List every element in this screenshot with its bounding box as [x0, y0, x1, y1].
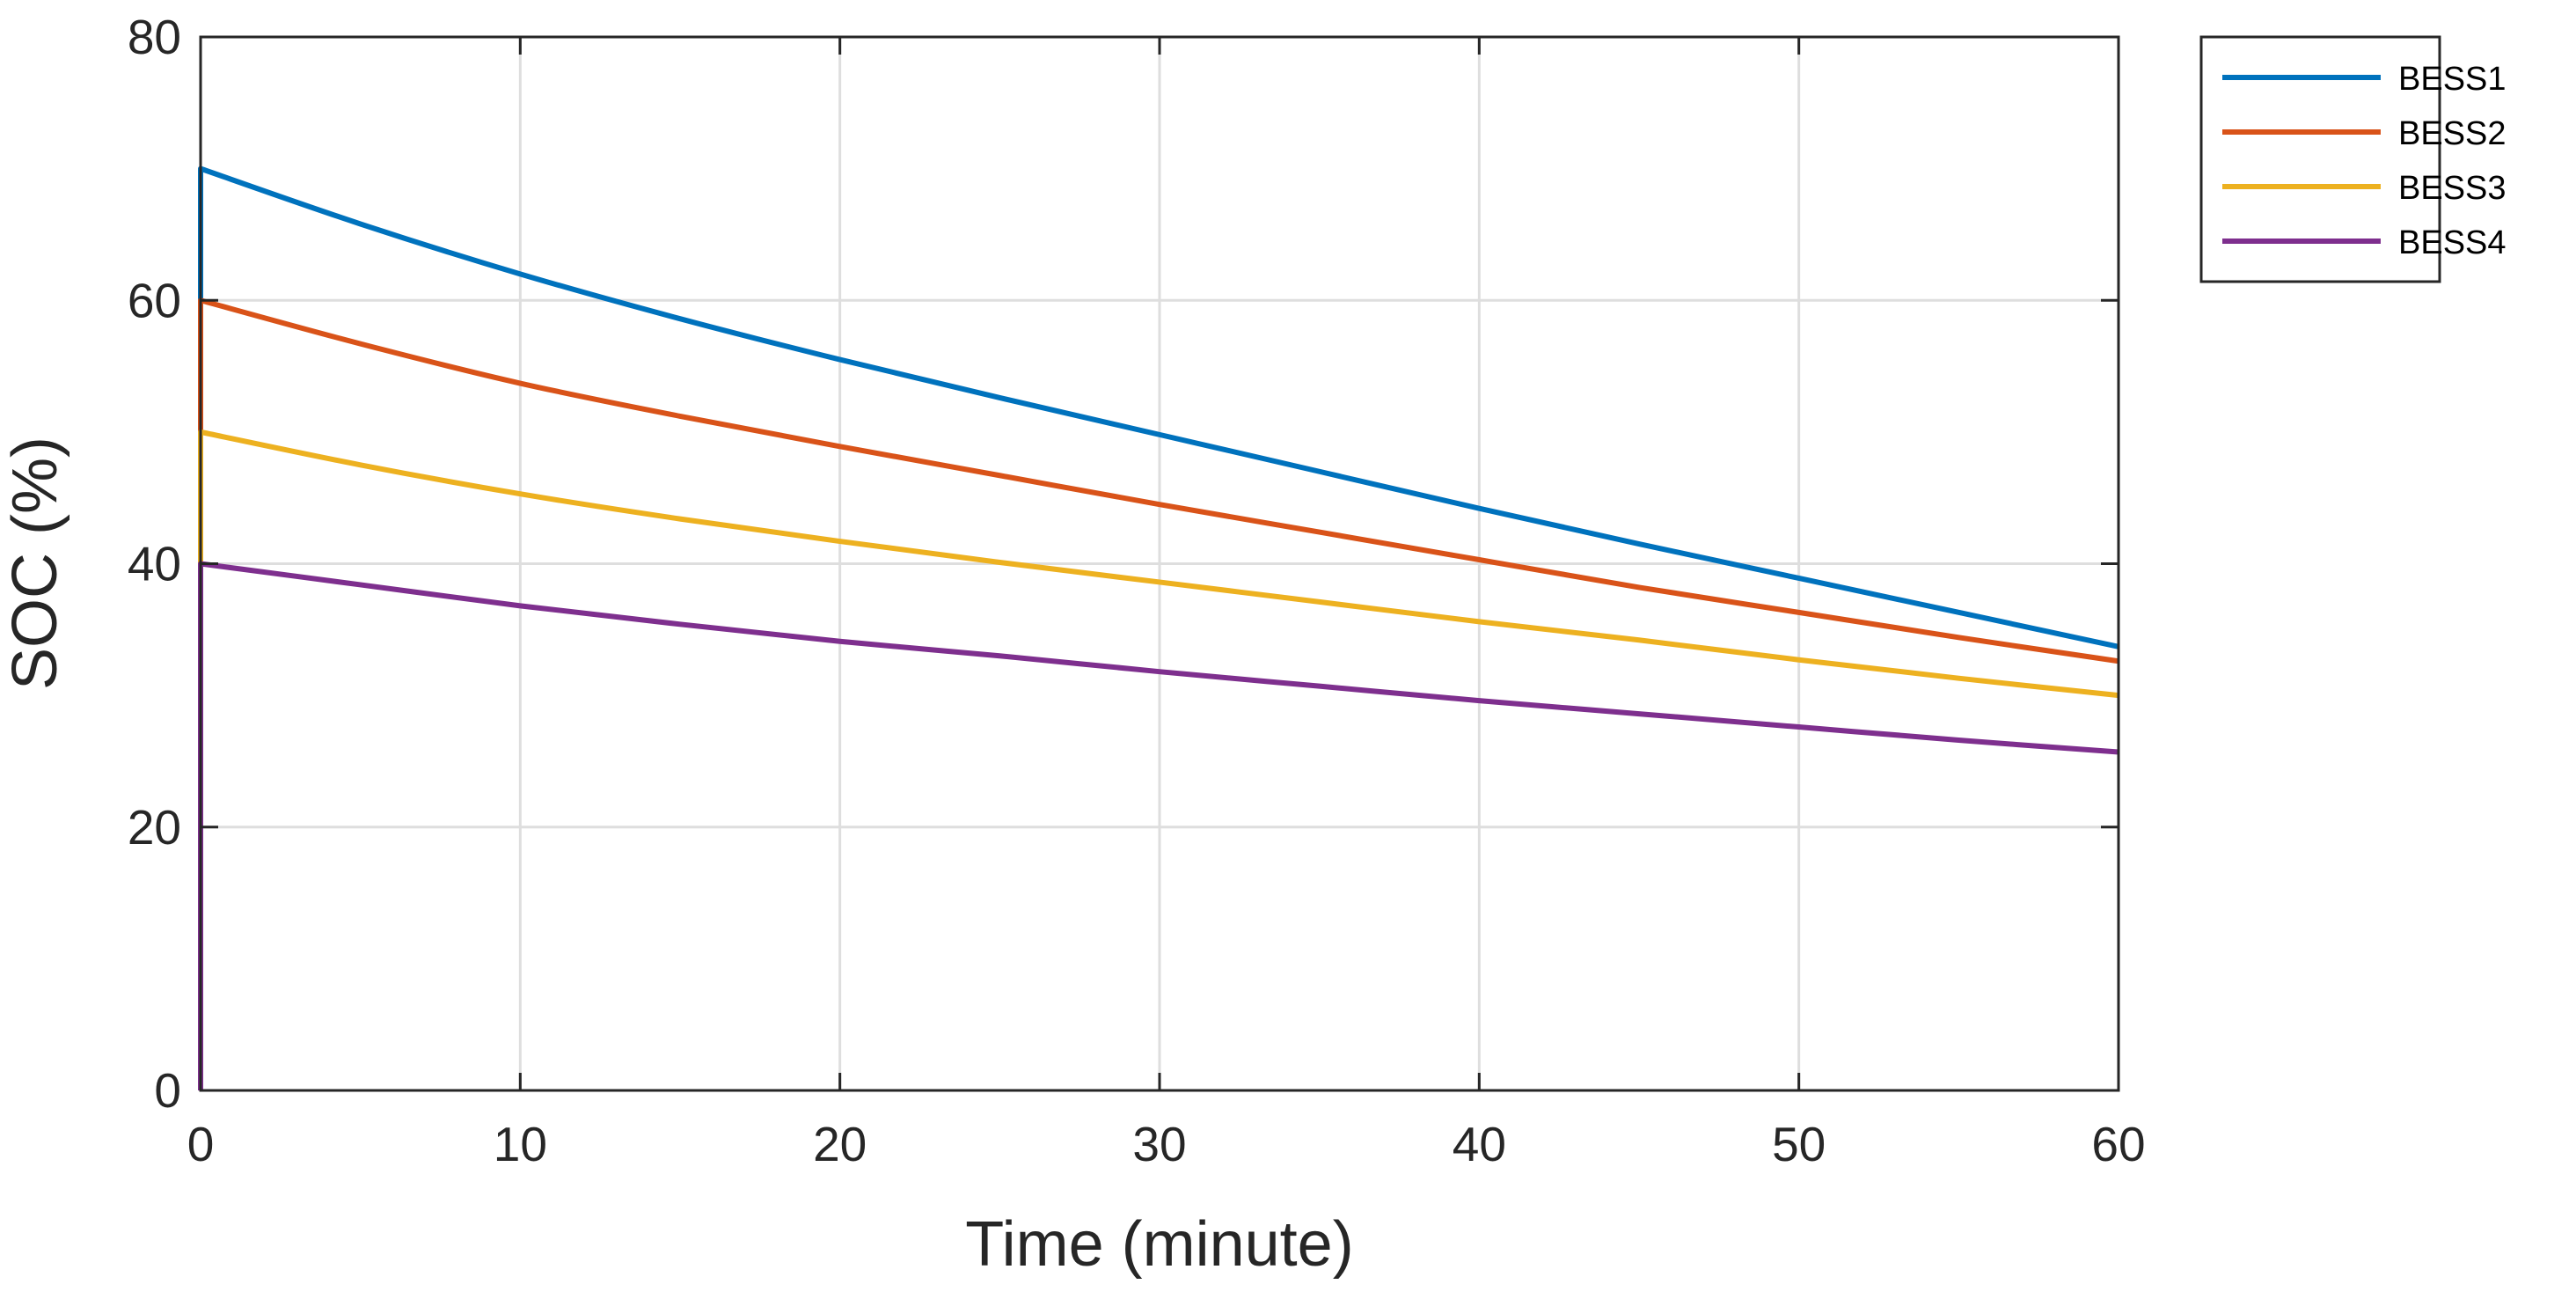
series-line-bess2 [198, 297, 2119, 1090]
x-tick-label: 40 [1453, 1117, 1506, 1171]
x-tick-label: 10 [494, 1117, 547, 1171]
x-tick-label: 20 [813, 1117, 867, 1171]
legend: BESS1 BESS2 BESS3 BESS4 [2199, 35, 2506, 283]
x-tick-label: 60 [2091, 1117, 2145, 1171]
legend-label: BESS1 [2398, 61, 2506, 98]
y-axis-title: SOC (%) [0, 437, 70, 690]
series-line-bess3 [198, 429, 2119, 699]
y-tick-label: 0 [154, 1063, 181, 1118]
legend-label: BESS4 [2398, 224, 2506, 261]
ticks: 0 10 20 30 40 50 60 0 20 40 60 80 [128, 10, 2146, 1171]
x-tick-label: 0 [187, 1117, 215, 1171]
x-tick-label: 50 [1772, 1117, 1826, 1171]
y-tick-label: 20 [128, 800, 181, 855]
y-tick-label: 60 [128, 273, 181, 327]
x-tick-label: 30 [1132, 1117, 1186, 1171]
series-layer [198, 165, 2119, 1090]
grid [201, 37, 2119, 1090]
y-tick-label: 80 [128, 10, 181, 64]
series-line-bess1 [198, 165, 2119, 1090]
legend-label: BESS3 [2398, 170, 2506, 207]
y-tick-label: 40 [128, 537, 181, 591]
series-line-bess4 [198, 561, 2119, 1090]
x-axis-title: Time (minute) [965, 1209, 1353, 1280]
legend-label: BESS2 [2398, 115, 2506, 152]
